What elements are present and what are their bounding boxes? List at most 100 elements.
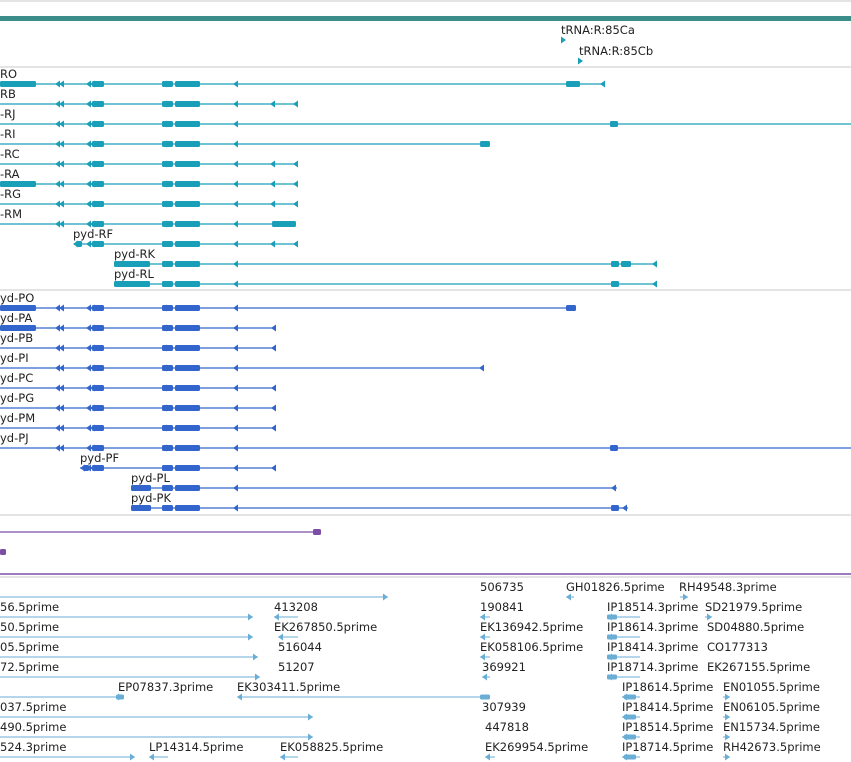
est-label: 506735 <box>480 580 524 594</box>
est-alignment[interactable]: RH49548.3prime <box>679 580 777 601</box>
est-alignment[interactable]: EK058825.5prime <box>280 740 383 761</box>
est-alignment[interactable]: 524.3prime <box>0 740 135 761</box>
transcript-row[interactable]: -RC <box>0 147 298 168</box>
strand-arrow-icon <box>270 180 275 188</box>
strand-arrow-icon <box>278 633 283 641</box>
transcript-row[interactable]: yd-PJ <box>0 431 851 452</box>
exon-block <box>162 281 173 287</box>
est-label: 307939 <box>482 700 526 714</box>
exon-block <box>607 674 617 680</box>
transcript-row[interactable]: -RJ <box>0 107 851 128</box>
est-alignment[interactable]: 490.5prime <box>0 720 313 741</box>
exon-block <box>175 405 200 411</box>
exon-block <box>566 81 580 87</box>
est-alignment[interactable]: GH01826.5prime <box>566 580 665 601</box>
transcript-row[interactable]: yd-PC <box>0 371 276 392</box>
trna-feature[interactable]: tRNA:R:85Cb <box>578 44 653 65</box>
exon-block <box>92 425 104 431</box>
est-alignment[interactable]: RH42673.5prime <box>723 740 821 761</box>
est-alignment[interactable]: 56.5prime <box>0 600 253 621</box>
est-alignment[interactable]: EK136942.5prime <box>480 620 583 641</box>
transcript-row[interactable]: RB <box>0 87 298 108</box>
transcript-row[interactable]: yd-PI <box>0 351 484 372</box>
est-alignment[interactable]: EP07837.3prime <box>0 680 213 701</box>
transcript-row[interactable]: pyd-PF <box>80 451 276 472</box>
est-alignment[interactable]: IP18514.3prime <box>607 600 698 621</box>
est-alignment[interactable]: IP18714.3prime <box>607 660 698 681</box>
strand-arrow-icon <box>293 180 298 188</box>
est-alignment[interactable]: EK303411.5prime <box>237 680 490 701</box>
est-alignment[interactable]: 190841 <box>480 600 524 621</box>
est-alignment[interactable]: 447818 <box>485 720 529 734</box>
est-alignment[interactable]: EN15734.5prime <box>723 720 820 741</box>
purple-feature[interactable] <box>0 529 321 535</box>
strand-arrow-icon <box>59 220 64 228</box>
est-alignment[interactable]: IP18414.5prime <box>622 700 713 721</box>
transcript-row[interactable]: yd-PB <box>0 331 276 352</box>
est-alignment[interactable]: EN01055.5prime <box>723 680 820 701</box>
transcript-row[interactable]: -RM <box>0 207 296 228</box>
exon-block <box>175 181 200 187</box>
transcript-row[interactable]: yd-PA <box>0 311 276 332</box>
est-alignment[interactable]: 516044 <box>278 640 322 654</box>
strand-arrow-icon <box>86 240 91 248</box>
transcript-row[interactable]: pyd-RK <box>114 247 657 268</box>
exon-block <box>0 549 6 555</box>
est-alignment[interactable]: SD21979.5prime <box>705 600 802 621</box>
est-alignment[interactable]: CO177313 <box>707 640 768 654</box>
transcript-row[interactable]: -RA <box>0 167 298 188</box>
exon-block <box>92 465 104 471</box>
est-alignment[interactable]: 307939 <box>482 700 526 714</box>
trna-feature[interactable]: tRNA:R:85Ca <box>561 23 635 44</box>
est-alignment[interactable]: 369921 <box>482 660 526 681</box>
est-alignment[interactable]: EK269954.5prime <box>485 740 588 761</box>
transcript-row[interactable]: RO <box>0 67 605 88</box>
strand-arrow-icon <box>86 384 91 392</box>
est-alignment[interactable]: EK267155.5prime <box>707 660 810 674</box>
transcript-label: -RG <box>0 187 21 201</box>
transcript-label: yd-PC <box>0 371 33 385</box>
strand-arrow-icon <box>59 444 64 452</box>
est-alignment[interactable]: EK058106.5prime <box>480 640 583 661</box>
est-alignment[interactable]: 51207 <box>278 660 315 674</box>
est-alignment[interactable]: 72.5prime <box>0 660 260 681</box>
strand-arrow-icon <box>248 633 253 641</box>
strand-arrow-icon <box>233 424 238 432</box>
est-label: IP18714.5prime <box>622 740 713 754</box>
transcript-row[interactable]: pyd-PL <box>131 471 617 492</box>
transcript-row[interactable]: yd-PO <box>0 291 576 312</box>
est-alignment[interactable]: 506735 <box>0 580 524 601</box>
est-alignment[interactable]: IP18614.5prime <box>622 680 713 701</box>
est-alignment[interactable]: 50.5prime <box>0 620 253 641</box>
exon-block <box>175 485 200 491</box>
est-alignment[interactable]: EN06105.5prime <box>723 700 820 721</box>
est-alignment[interactable]: LP14314.5prime <box>149 740 243 761</box>
transcript-row[interactable]: -RI <box>0 127 490 148</box>
strand-arrow-icon <box>271 424 276 432</box>
est-label: 447818 <box>485 720 529 734</box>
est-label: RH42673.5prime <box>723 740 821 754</box>
est-alignment[interactable]: 05.5prime <box>0 640 258 661</box>
transcript-row[interactable]: pyd-PK <box>131 491 628 512</box>
est-alignment[interactable]: IP18414.3prime <box>607 640 698 661</box>
purple-feature[interactable] <box>0 549 6 555</box>
strand-arrow-icon <box>233 504 238 512</box>
exon-block <box>175 101 200 107</box>
transcript-row[interactable]: pyd-RL <box>114 267 657 288</box>
est-alignment[interactable]: EK267850.5prime <box>274 620 377 641</box>
transcript-row[interactable]: yd-PM <box>0 411 276 432</box>
est-alignment[interactable]: IP18514.5prime <box>622 720 713 741</box>
strand-arrow-icon <box>86 180 91 188</box>
transcript-row[interactable]: yd-PG <box>0 391 276 412</box>
exon-block <box>92 101 104 107</box>
strand-arrow-icon <box>59 200 64 208</box>
est-alignment[interactable]: IP18614.3prime <box>607 620 698 641</box>
strand-arrow-icon <box>271 384 276 392</box>
est-alignment[interactable]: 037.5prime <box>0 700 313 721</box>
est-alignment[interactable]: SD04880.5prime <box>707 620 804 634</box>
est-alignment[interactable]: 413208 <box>274 600 318 621</box>
est-alignment[interactable]: IP18714.5prime <box>622 740 713 761</box>
transcript-row[interactable]: -RG <box>0 187 298 208</box>
exon-block <box>131 485 151 491</box>
transcript-row[interactable]: pyd-RF <box>73 227 298 248</box>
